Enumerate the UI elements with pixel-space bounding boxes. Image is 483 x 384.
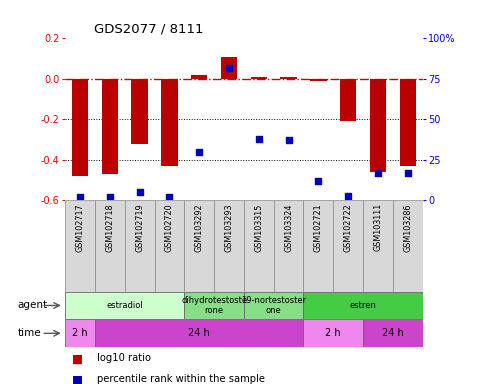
Point <box>374 170 382 176</box>
Text: GSM103324: GSM103324 <box>284 203 293 252</box>
Text: 24 h: 24 h <box>188 328 210 338</box>
Bar <box>310 79 327 81</box>
Bar <box>65 319 95 347</box>
Point <box>314 178 322 184</box>
Point <box>255 136 263 142</box>
Bar <box>131 79 148 144</box>
Bar <box>363 319 423 347</box>
Bar <box>155 200 185 291</box>
Bar <box>303 319 363 347</box>
Text: dihydrotestoste
rone: dihydrotestoste rone <box>181 296 247 315</box>
Bar <box>251 77 267 79</box>
Bar <box>185 200 214 291</box>
Point <box>225 65 233 71</box>
Bar <box>303 200 333 291</box>
Text: 2 h: 2 h <box>72 328 88 338</box>
Text: estren: estren <box>350 301 376 310</box>
Bar <box>161 79 178 166</box>
Text: GDS2077 / 8111: GDS2077 / 8111 <box>94 23 203 36</box>
Bar <box>221 56 237 79</box>
Point <box>106 194 114 200</box>
Bar <box>185 291 244 319</box>
Text: GSM103293: GSM103293 <box>225 203 233 252</box>
Text: GSM102717: GSM102717 <box>76 203 85 252</box>
Text: log10 ratio: log10 ratio <box>98 353 151 363</box>
Point <box>344 192 352 199</box>
Bar <box>244 200 274 291</box>
Bar <box>333 200 363 291</box>
Text: estradiol: estradiol <box>106 301 143 310</box>
Text: 2 h: 2 h <box>326 328 341 338</box>
Text: GSM102719: GSM102719 <box>135 203 144 252</box>
Bar <box>244 291 303 319</box>
Text: 19-nortestoster
one: 19-nortestoster one <box>241 296 306 315</box>
Point <box>285 137 293 144</box>
Bar <box>95 200 125 291</box>
Text: ■: ■ <box>72 374 84 384</box>
Point <box>136 189 143 195</box>
Bar <box>125 200 155 291</box>
Text: GSM103111: GSM103111 <box>373 203 383 252</box>
Text: GSM103315: GSM103315 <box>255 203 263 252</box>
Text: percentile rank within the sample: percentile rank within the sample <box>98 374 265 384</box>
Text: GSM102721: GSM102721 <box>314 203 323 252</box>
Text: GSM103286: GSM103286 <box>403 203 412 252</box>
Text: ■: ■ <box>72 353 84 366</box>
Text: GSM103292: GSM103292 <box>195 203 204 252</box>
Point <box>195 149 203 155</box>
Point <box>166 194 173 200</box>
Bar <box>363 200 393 291</box>
Bar <box>399 79 416 166</box>
Text: GSM102718: GSM102718 <box>105 203 114 252</box>
Text: GSM102722: GSM102722 <box>344 203 353 252</box>
Bar <box>95 319 303 347</box>
Point <box>76 194 84 200</box>
Bar <box>191 75 207 79</box>
Text: GSM102720: GSM102720 <box>165 203 174 252</box>
Bar <box>214 200 244 291</box>
Bar <box>65 200 95 291</box>
Bar <box>281 77 297 79</box>
Bar <box>340 79 356 121</box>
Point <box>404 170 412 176</box>
Bar <box>303 291 423 319</box>
Bar <box>72 79 88 176</box>
Text: agent: agent <box>17 300 48 311</box>
Bar <box>370 79 386 172</box>
Bar <box>393 200 423 291</box>
Text: time: time <box>17 328 41 338</box>
Text: 24 h: 24 h <box>382 328 404 338</box>
Bar <box>102 79 118 174</box>
Bar <box>274 200 303 291</box>
Bar <box>65 291 185 319</box>
